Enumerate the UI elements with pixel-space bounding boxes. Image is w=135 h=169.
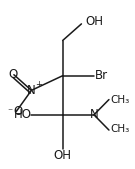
Text: Br: Br xyxy=(95,69,108,82)
Text: OH: OH xyxy=(54,149,72,162)
Text: N: N xyxy=(27,84,36,97)
Text: O: O xyxy=(8,68,17,81)
Text: CH₃: CH₃ xyxy=(110,125,129,135)
Text: HO: HO xyxy=(13,108,31,121)
Text: OH: OH xyxy=(85,15,103,28)
Text: ⁻: ⁻ xyxy=(8,107,13,117)
Text: O: O xyxy=(13,105,22,118)
Text: CH₃: CH₃ xyxy=(110,95,129,105)
Text: +: + xyxy=(35,80,42,89)
Text: N: N xyxy=(90,108,98,121)
